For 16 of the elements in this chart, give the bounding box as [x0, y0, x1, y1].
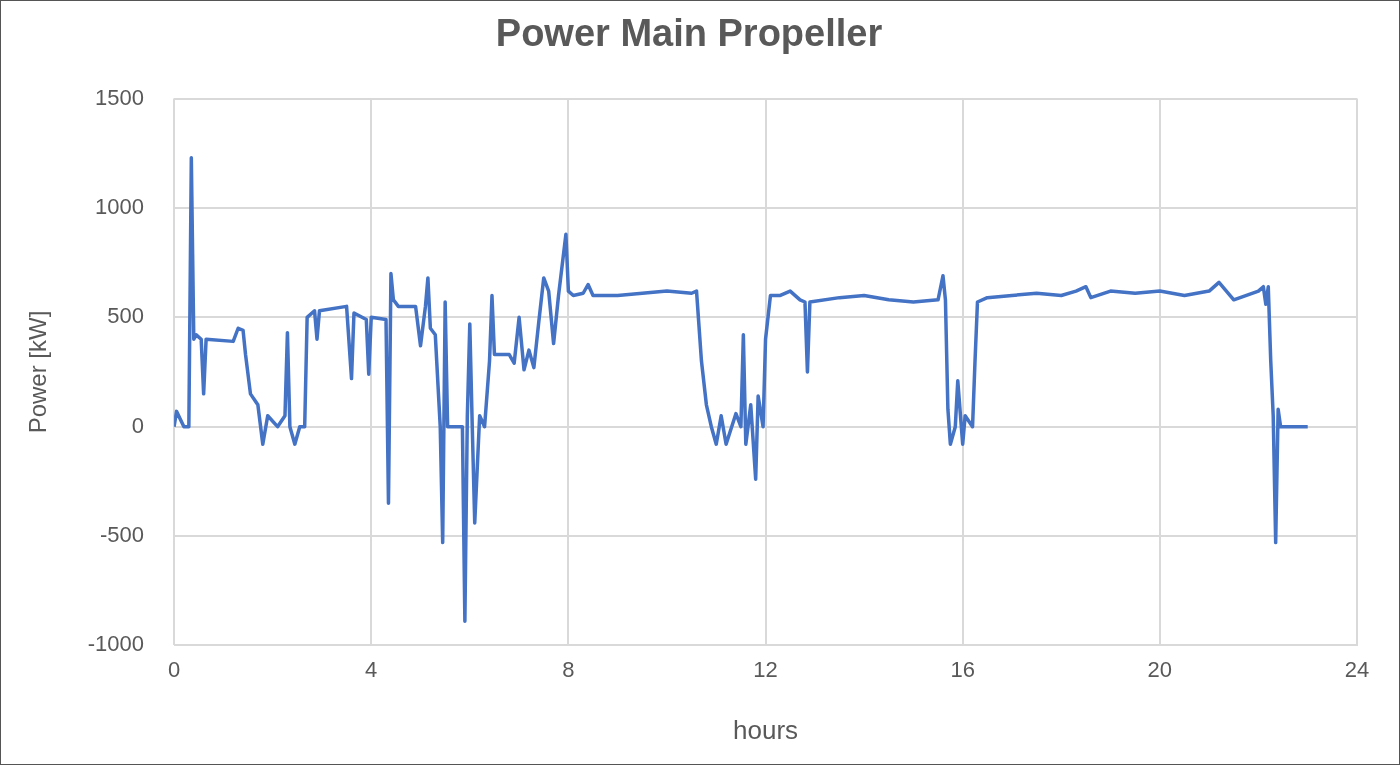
x-tick-label: 12 [753, 656, 778, 682]
x-tick-label: 8 [562, 656, 575, 682]
x-tick-label: 24 [1344, 656, 1370, 682]
y-tick-label: 1000 [95, 194, 145, 220]
x-tick-label: 4 [365, 656, 378, 682]
y-tick-label: 500 [107, 303, 145, 329]
y-tick-label: 0 [131, 412, 145, 438]
x-tick-label: 20 [1147, 656, 1173, 682]
x-axis-title: hours [733, 714, 799, 745]
x-tick-label: 16 [950, 656, 975, 682]
chart-title: Power Main Propeller [495, 12, 883, 55]
y-tick-label: -500 [100, 522, 145, 548]
y-tick-label: -1000 [87, 631, 145, 657]
y-tick-label: 1500 [95, 84, 145, 110]
y-axis-title: Power [kW] [24, 310, 52, 434]
x-tick-label: 0 [167, 656, 181, 682]
